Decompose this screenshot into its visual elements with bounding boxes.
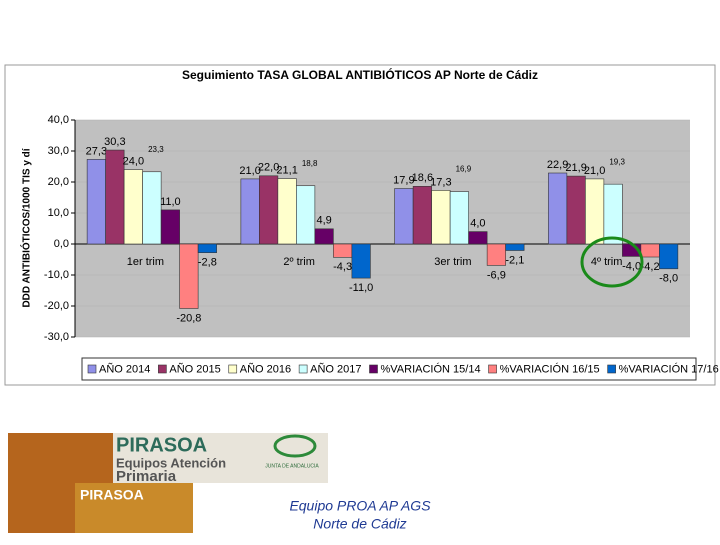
value-label: -11,0 (349, 282, 373, 294)
x-tick-label: 3er trim (434, 256, 471, 268)
y-tick-label: 0,0 (54, 238, 69, 250)
bar (105, 149, 125, 245)
bar (351, 243, 371, 279)
bar (259, 175, 279, 245)
legend-swatch (228, 364, 238, 374)
value-label: 19,3 (609, 157, 625, 166)
value-label: 18,6 (412, 172, 433, 184)
x-tick-label: 2º trim (283, 256, 315, 268)
bar (640, 243, 660, 258)
value-label: 18,8 (302, 159, 318, 168)
footer-line1: Equipo PROA AP AGS (289, 498, 431, 514)
x-tick-label: 1er trim (127, 256, 164, 268)
bar (394, 188, 414, 245)
logo: PIRASOA Equipos Atención Primaria PIRASO… (8, 433, 328, 533)
value-label: 21,0 (584, 165, 605, 177)
bar (123, 169, 143, 245)
value-label: -4,3 (333, 261, 352, 273)
y-tick-label: 40,0 (48, 114, 69, 126)
junta-text: JUNTA DE ANDALUCIA (265, 463, 319, 469)
bar (449, 191, 469, 245)
bar (431, 190, 451, 245)
bar (179, 243, 199, 309)
value-label: 17,9 (393, 174, 414, 186)
legend-label: %VARIACIÓN 16/15 (500, 362, 600, 375)
bar (240, 178, 260, 245)
value-label: 30,3 (104, 136, 125, 148)
value-label: 23,3 (148, 145, 164, 154)
value-label: 17,3 (430, 176, 451, 188)
bar (659, 243, 679, 270)
value-label: 4,9 (316, 215, 331, 227)
value-label: 22,9 (547, 159, 568, 171)
bar (505, 243, 525, 251)
value-label: 16,9 (456, 165, 472, 174)
legend-swatch (488, 364, 497, 374)
value-label: -8,0 (659, 273, 678, 285)
legend-label: %VARIACIÓN 17/16 (619, 362, 719, 375)
value-label: -4,2 (641, 261, 660, 273)
value-label: -2,8 (198, 257, 217, 269)
value-label: 22,0 (258, 162, 279, 174)
chart-title: Seguimiento TASA GLOBAL ANTIBIÓTICOS AP … (182, 67, 538, 82)
logo-name: PIRASOA (116, 434, 207, 456)
bar (548, 172, 568, 245)
y-tick-label: 20,0 (48, 176, 69, 188)
legend-box (81, 357, 697, 381)
legend-swatch (607, 364, 616, 374)
value-label: -6,9 (487, 269, 506, 281)
value-label: 21,0 (239, 165, 260, 177)
logo-line2: Primaria (116, 468, 177, 485)
bar (486, 243, 506, 266)
bar (603, 183, 623, 245)
bar (142, 171, 162, 245)
y-tick-label: 10,0 (48, 207, 69, 219)
junta-emblem (273, 434, 317, 458)
marks: -30,0 -20,0 -10,0 0,0 10,0 20,0 30,0 40,0 1er tr… (44, 114, 719, 376)
legend-label: AÑO 2014 (99, 362, 150, 375)
logo-small-name: PIRASOA (80, 487, 144, 503)
bar (160, 209, 180, 245)
legend-swatch (87, 364, 97, 374)
logo-line1: Equipos Atención (116, 455, 226, 470)
value-label: 11,0 (160, 196, 181, 208)
legend-swatch (158, 364, 167, 374)
value-label: 27,3 (86, 145, 107, 157)
y-tick-label: -20,0 (44, 300, 69, 312)
legend-label: AÑO 2015 (169, 362, 220, 375)
legend-swatch (369, 364, 378, 374)
bar (566, 175, 586, 245)
legend-label: %VARIACIÓN 15/14 (381, 362, 481, 375)
value-label: 4,0 (470, 218, 485, 230)
bar (585, 178, 605, 245)
value-label: 24,0 (123, 156, 144, 168)
legend-label: AÑO 2017 (310, 362, 361, 375)
logo-photo-2 (75, 483, 193, 533)
legend-swatch (298, 364, 308, 374)
highlight-circle (580, 236, 644, 288)
bar (333, 243, 353, 258)
y-tick-label: -30,0 (44, 331, 69, 343)
bar (412, 186, 432, 245)
y-tick-label: 30,0 (48, 145, 69, 157)
y-tick-label: -10,0 (44, 269, 69, 281)
value-label: -2,1 (505, 254, 524, 266)
value-label: 21,1 (276, 164, 297, 176)
legend-label: AÑO 2016 (240, 362, 291, 375)
value-label: -4,0 (622, 260, 641, 272)
bar (86, 159, 106, 245)
footer-line2: Norte de Cádiz (313, 516, 406, 532)
value-label: -20,8 (176, 312, 201, 324)
bar (296, 185, 316, 245)
bar (468, 231, 488, 245)
value-label: 21,9 (565, 162, 586, 174)
bar (277, 178, 297, 245)
x-tick-label: 4º trim (591, 256, 623, 268)
y-axis-label: DDD ANTIBIÓTICOS/1000 TIS y dí (20, 147, 33, 307)
bar (197, 243, 217, 253)
bar (314, 228, 334, 245)
